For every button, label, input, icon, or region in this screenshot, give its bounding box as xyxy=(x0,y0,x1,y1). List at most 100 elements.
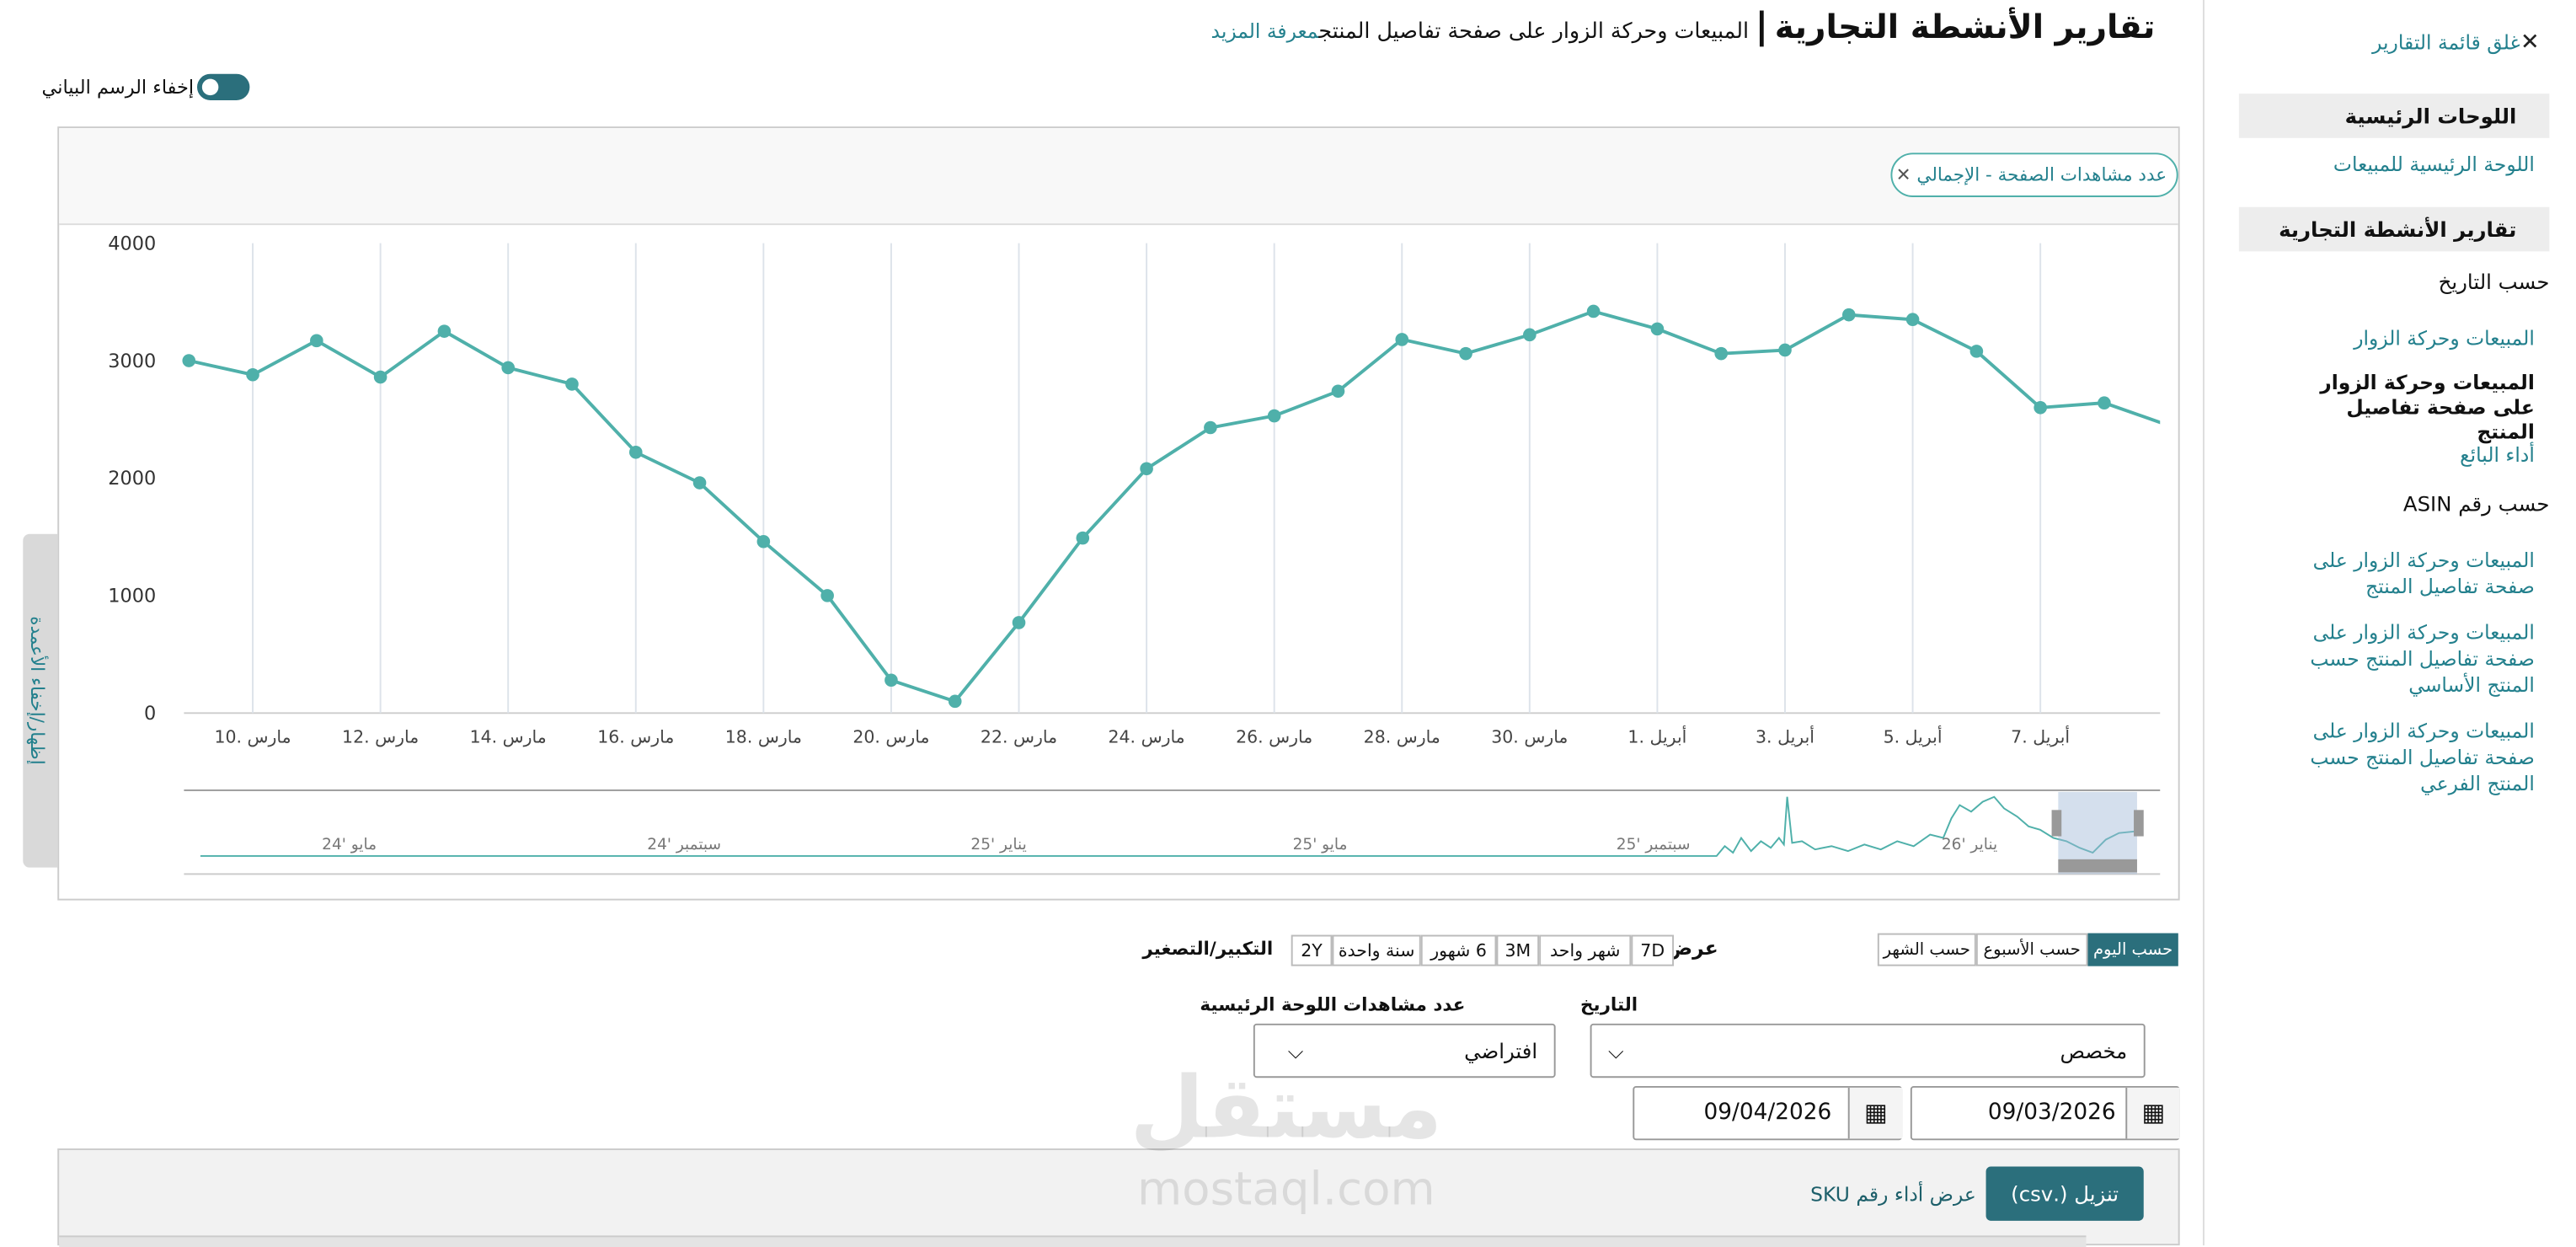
select-value: افتراضي xyxy=(1464,1038,1538,1063)
point xyxy=(1012,616,1026,629)
point xyxy=(246,367,259,382)
point xyxy=(948,694,962,709)
point xyxy=(1140,462,1153,476)
close-text: غلق قائمة التقارير xyxy=(2372,31,2520,55)
page-subtitle: المبيعات وحركة الزوار على صفحة تفاصيل ال… xyxy=(1318,19,1750,45)
minimap-line xyxy=(200,795,2136,857)
close-menu[interactable]: ✕غلق قائمة التقارير xyxy=(2372,29,2540,56)
x-tick-label: 26. مارس xyxy=(1236,726,1312,747)
input-value: 09/03/2026 xyxy=(1987,1099,2116,1126)
minimap-label: سبتمبر '25 xyxy=(1617,836,1691,854)
toggle-knob xyxy=(201,78,219,96)
view-label: عرض xyxy=(1665,936,1718,960)
start-date-input[interactable]: 09/03/2026 ▦ xyxy=(1910,1085,2180,1141)
watermark-site: mostaql.com xyxy=(1136,1161,1435,1216)
point xyxy=(1459,346,1472,361)
point xyxy=(182,354,196,367)
date-select[interactable]: مخصص ⌵ xyxy=(1590,1023,2146,1078)
watermark-logo: مستقل xyxy=(1130,1059,1443,1159)
line xyxy=(188,309,2161,704)
range-button[interactable]: 2Y xyxy=(1291,934,1333,966)
point xyxy=(1395,333,1409,346)
point xyxy=(820,589,834,602)
chart: 0 1000 2000 3000 4000 10. مارس 12. مارس 14. مار… xyxy=(108,233,2175,875)
x-tick-label: 14. مارس xyxy=(470,726,547,747)
y-tick-label: 2000 xyxy=(108,468,156,490)
x-tick-label: 28. مارس xyxy=(1364,726,1440,747)
x-tick-label: 12. مارس xyxy=(342,726,419,747)
side-tab[interactable]: إظهار/إخفاء الأعمدة xyxy=(23,533,58,868)
minimap-label: يناير '26 xyxy=(1942,836,1997,854)
nav-group: حسب رقم ASIN xyxy=(2402,491,2550,516)
x-tick-label: 22. مارس xyxy=(981,726,1057,747)
granularity-button[interactable]: حسب اليوم xyxy=(2087,933,2178,966)
y-tick-label: 1000 xyxy=(108,586,156,607)
point xyxy=(884,673,898,688)
minimap-handle[interactable] xyxy=(2051,810,2062,837)
point xyxy=(2098,396,2111,410)
zoom-label: التكبير/التصغير xyxy=(1142,938,1274,960)
nav-link[interactable]: المبيعات وحركة الزوار على صفحة تفاصيل ال… xyxy=(2310,621,2535,697)
y-tick-label: 0 xyxy=(144,703,156,725)
minimap-handle[interactable] xyxy=(2134,810,2144,837)
download-button[interactable]: تنزيل (.csv) xyxy=(1985,1166,2144,1221)
point xyxy=(1905,313,1920,327)
y-tick-label: 3000 xyxy=(108,351,156,372)
point xyxy=(1841,308,1856,322)
toggle-switch[interactable] xyxy=(197,73,250,100)
point xyxy=(2162,419,2175,432)
chart-toolbar xyxy=(59,128,2178,226)
nav-link[interactable]: أداء البائع xyxy=(2460,443,2535,467)
nav-link[interactable]: المبيعات وحركة الزوار xyxy=(2354,327,2535,351)
point xyxy=(2034,400,2047,415)
point xyxy=(565,377,579,391)
nav-link[interactable]: المبيعات وحركة الزوار على صفحة تفاصيل ال… xyxy=(2320,371,2535,444)
minimap-label: مايو '24 xyxy=(322,836,377,854)
point xyxy=(373,370,387,384)
range-button[interactable]: شهر واحد xyxy=(1539,934,1632,966)
section-heading: اللوحات الرئيسية xyxy=(2238,94,2550,138)
point xyxy=(1076,531,1090,545)
input-value: 09/04/2026 xyxy=(1703,1099,1832,1126)
table-header xyxy=(59,1235,2087,1247)
x-tick-label: 1. أبريل xyxy=(1627,725,1686,747)
x-tick-label: 3. أبريل xyxy=(1756,725,1814,747)
side-tab-text: إظهار/إخفاء الأعمدة xyxy=(26,616,48,765)
range-button[interactable]: 3M xyxy=(1496,934,1540,966)
series xyxy=(182,304,2175,709)
chip-text: عدد مشاهدات الصفحة - الإجمالي xyxy=(1916,164,2167,186)
filter-chip[interactable]: عدد مشاهدات الصفحة - الإجمالي ✕ xyxy=(1890,153,2178,197)
calendar-button[interactable]: ▦ xyxy=(1847,1087,1903,1139)
x-tick-label: 16. مارس xyxy=(597,726,674,747)
point xyxy=(1331,384,1345,399)
granularity-button[interactable]: حسب الشهر xyxy=(1877,933,1976,966)
toggle-label: إخفاء الرسم البياني xyxy=(41,75,195,99)
nav-link[interactable]: المبيعات وحركة الزوار على صفحة تفاصيل ال… xyxy=(2312,549,2535,598)
sku-link[interactable]: عرض أداء رقم SKU xyxy=(1810,1183,1976,1207)
point xyxy=(1523,328,1537,342)
y-tick-label: 4000 xyxy=(108,233,156,254)
minimap-scrollbar[interactable] xyxy=(2058,859,2137,873)
point xyxy=(1586,304,1601,318)
point xyxy=(1714,346,1729,361)
pv-select[interactable]: افتراضي ⌵ xyxy=(1253,1023,1556,1078)
point xyxy=(1778,343,1792,357)
minimap-label: يناير '25 xyxy=(970,836,1026,854)
range-button[interactable]: سنة واحدة xyxy=(1332,934,1421,966)
nav-link[interactable]: اللوحة الرئيسية للمبيعات xyxy=(2333,153,2535,176)
range-button[interactable]: 7D xyxy=(1631,934,1675,966)
granularity-button[interactable]: حسب الأسبوع xyxy=(1975,933,2088,966)
point xyxy=(756,534,771,549)
end-date-input[interactable]: 09/04/2026 ▦ xyxy=(1633,1085,1903,1141)
point xyxy=(310,334,323,348)
calendar-button[interactable]: ▦ xyxy=(2125,1087,2180,1139)
field-label: عدد مشاهدات اللوحة الرئيسية xyxy=(1200,993,1466,1016)
table-panel xyxy=(57,1148,2180,1246)
nav-group: حسب التاريخ xyxy=(2438,269,2550,295)
learn-more[interactable]: معرفة المزيد xyxy=(1211,19,1319,43)
nav-link[interactable]: المبيعات وحركة الزوار على صفحة تفاصيل ال… xyxy=(2310,720,2535,795)
x-tick-label: 5. أبريل xyxy=(1884,725,1943,747)
range-button[interactable]: 6 شهور xyxy=(1420,934,1497,966)
x-tick-label: 20. مارس xyxy=(852,726,929,747)
minimap-label: مايو '25 xyxy=(1293,836,1348,854)
